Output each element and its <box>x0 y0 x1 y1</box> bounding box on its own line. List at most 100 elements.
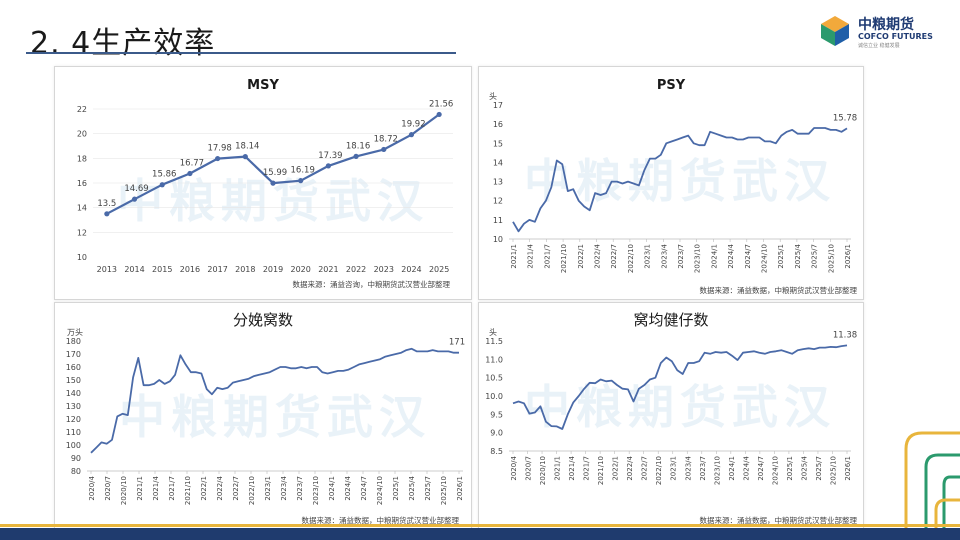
x-tick-label: 2026/1 <box>456 476 464 501</box>
data-point <box>270 180 276 186</box>
source-note: 数据来源：涌益数据，中粮期货武汉营业部整理 <box>700 515 858 525</box>
y-tick-label: 13 <box>493 178 503 187</box>
x-tick-label: 2023/10 <box>713 456 721 485</box>
data-point <box>325 163 331 169</box>
x-tick-label: 2019 <box>263 265 283 274</box>
x-tick-label: 2025/4 <box>794 243 802 268</box>
msy-chart-panel: 中粮期货武汉 MSY 10 12 14 16 18 20 22 2013 2014 2015 2016 2… <box>54 66 472 300</box>
data-point <box>436 111 442 118</box>
y-tick-label: 16 <box>77 179 87 188</box>
y-tick-label: 14 <box>493 158 503 167</box>
x-tick-label: 2025/10 <box>829 456 837 485</box>
x-tick-label: 2017 <box>207 265 227 274</box>
x-tick-label: 2020/7 <box>525 456 533 481</box>
last-value-label: 171 <box>449 338 465 348</box>
x-tick-label: 2023/1 <box>644 244 652 269</box>
x-tick-label: 2022 <box>346 265 366 274</box>
y-tick-label: 80 <box>71 467 81 476</box>
x-tick-label: 2021/4 <box>152 475 160 500</box>
y-tick-label: 9.5 <box>490 410 503 419</box>
x-tick-label: 2023/4 <box>660 243 668 268</box>
x-tick-label: 2024 <box>401 265 421 274</box>
x-tick-label: 2024/7 <box>757 456 765 481</box>
x-tick-label: 2021/1 <box>554 456 562 481</box>
source-note: 数据来源：涌益咨询，中粮期货武汉营业部整理 <box>293 279 451 289</box>
x-tick-label: 2020/4 <box>88 475 96 500</box>
x-tick-label: 2025/10 <box>827 244 835 273</box>
cofco-logo: 中粮期货 COFCO FUTURES 诚信立业 稳健发展 <box>818 14 938 50</box>
x-tick-label: 2025/4 <box>800 455 808 480</box>
y-tick-label: 130 <box>66 402 81 411</box>
y-tick-label: 9.0 <box>490 429 503 438</box>
y-tick-label: 18 <box>77 154 87 163</box>
chart-title: MSY <box>247 78 279 93</box>
data-label: 16.19 <box>291 166 315 176</box>
x-tick-label: 2022/10 <box>248 476 256 505</box>
x-tick-label: 2021/10 <box>184 476 192 505</box>
data-label: 16.77 <box>180 159 204 169</box>
y-axis-unit: 头 <box>489 327 497 337</box>
x-tick-label: 2021/1 <box>136 476 144 501</box>
x-tick-label: 2022/1 <box>577 244 585 269</box>
x-tick-label: 2024/7 <box>744 244 752 269</box>
y-tick-label: 90 <box>71 454 81 463</box>
y-tick-label: 15 <box>493 139 503 148</box>
x-tick-label: 2023/10 <box>694 244 702 273</box>
x-tick-label: 2021/4 <box>568 455 576 480</box>
x-tick-label: 2025/1 <box>392 476 400 501</box>
x-tick-label: 2023/1 <box>264 476 272 501</box>
x-tick-label: 2022/7 <box>232 476 240 501</box>
data-label: 18.14 <box>235 142 259 152</box>
y-tick-label: 10 <box>493 235 503 244</box>
x-tick-label: 2025/1 <box>786 456 794 481</box>
x-tick-label: 2022/7 <box>641 456 649 481</box>
x-tick-label: 2024/4 <box>344 475 352 500</box>
cofco-logo-icon <box>821 16 849 46</box>
x-tick-label: 2023/1 <box>670 456 678 481</box>
data-label: 17.39 <box>318 151 342 161</box>
chart-title: 分娩窝数 <box>233 311 293 329</box>
data-label: 18.72 <box>374 134 398 144</box>
logo-chinese-name: 中粮期货 <box>858 17 914 33</box>
x-tick-label: 2022/1 <box>200 476 208 501</box>
x-tick-label: 2023/10 <box>312 476 320 505</box>
y-tick-label: 16 <box>493 120 503 129</box>
y-tick-label: 12 <box>77 228 87 237</box>
logo-english-name: COFCO FUTURES <box>858 32 933 41</box>
x-tick-label: 2020/10 <box>120 476 128 505</box>
x-tick-label: 2023 <box>374 265 394 274</box>
bottom-bar <box>0 528 960 540</box>
x-tick-label: 2024/1 <box>710 244 718 269</box>
x-tick-label: 2025/4 <box>408 475 416 500</box>
data-point <box>131 196 138 202</box>
x-tick-label: 2022/10 <box>655 456 663 485</box>
x-tick-label: 2018 <box>235 265 255 274</box>
x-tick-label: 2013 <box>97 265 117 274</box>
data-label: 17.98 <box>207 144 231 154</box>
x-tick-label: 2025/10 <box>440 476 448 505</box>
data-label: 21.56 <box>429 99 453 109</box>
data-point <box>242 154 248 160</box>
x-tick-label: 2025/7 <box>424 476 432 501</box>
logo-slogan: 诚信立业 稳健发展 <box>858 43 900 49</box>
chart-title: PSY <box>657 78 686 93</box>
decorative-lines <box>904 431 960 530</box>
psy-chart: 中粮期货武汉 PSY 头 10 11 12 13 14 15 16 17 2021/1 2021/4 20… <box>489 78 857 295</box>
data-label: 15.99 <box>263 168 287 178</box>
series-line <box>512 127 848 233</box>
x-tick-label: 2023/7 <box>296 476 304 501</box>
y-tick-label: 10.5 <box>485 374 503 383</box>
data-label: 18.16 <box>346 141 370 151</box>
psy-chart-panel: 中粮期货武汉 PSY 头 10 11 12 13 14 15 16 17 2021/1 2021/4 20… <box>478 66 864 300</box>
y-axis-unit: 万头 <box>67 327 83 337</box>
data-label: 15.86 <box>152 170 176 180</box>
y-tick-label: 110 <box>66 428 81 437</box>
x-tick-label: 2023/4 <box>280 475 288 500</box>
farrowing-chart-panel: 中粮期货武汉 分娩窝数 万头 80 90 100 110 120 130 140 150 160 170… <box>54 302 472 530</box>
x-tick-label: 2020 <box>291 265 311 274</box>
watermark: 中粮期货武汉 <box>524 154 836 208</box>
x-tick-label: 2026/1 <box>844 456 852 481</box>
